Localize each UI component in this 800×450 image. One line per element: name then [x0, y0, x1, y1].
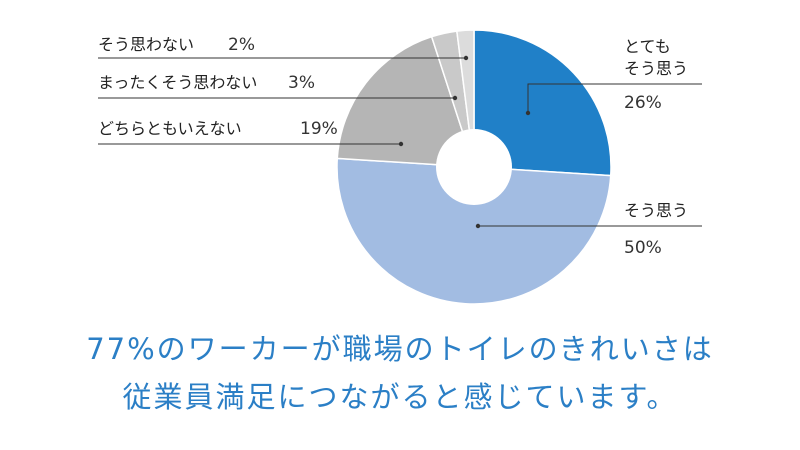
slice-label-3: まったくそう思わない: [98, 73, 257, 92]
slice-label-0: とてもそう思う: [624, 37, 688, 78]
donut-hole: [436, 129, 512, 205]
slice-label-4: そう思わない: [98, 35, 194, 54]
callout-3: まったくそう思わない 3%: [98, 73, 458, 101]
slice-pct-3: 3%: [288, 73, 315, 93]
slice-label-2: どちらともいえない: [98, 119, 242, 138]
caption-line-2: 従業員満足につながると感じています。: [122, 380, 678, 414]
callout-1: そう思う 50%: [475, 201, 702, 258]
slice-pct-2: 19%: [300, 119, 338, 139]
caption-line-1: 77%のワーカーが職場のトイレのきれいさは: [86, 332, 714, 366]
pie-slice-1: [336, 157, 612, 305]
callout-0: とてもそう思う 26%: [525, 37, 702, 116]
slice-pct-0: 26%: [624, 93, 662, 113]
callout-4: そう思わない 2%: [98, 35, 469, 61]
slice-pct-4: 2%: [228, 35, 255, 55]
slice-label-1: そう思う: [624, 201, 688, 220]
callout-2: どちらともいえない 19%: [98, 119, 404, 147]
callout-line-0: [527, 83, 702, 113]
donut-chart: とてもそう思う 26% そう思う 50% どちらともいえない 19% まったくそう思わない 3…: [98, 29, 702, 305]
pie-slice-0: [473, 29, 612, 177]
slice-pct-1: 50%: [624, 238, 662, 258]
